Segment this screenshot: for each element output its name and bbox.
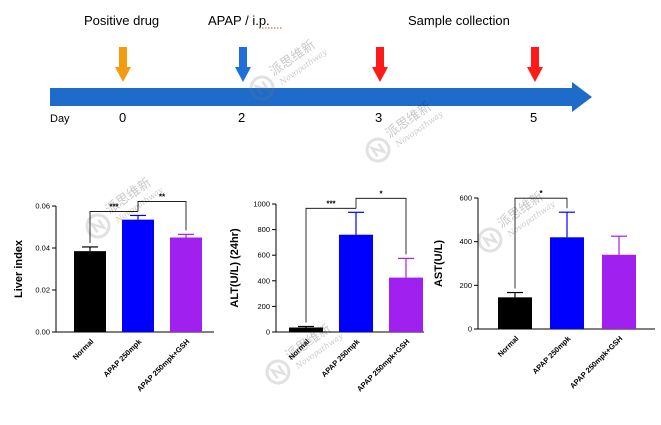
y-tick-label: 0.04: [35, 244, 50, 253]
day-tick: 3: [375, 110, 382, 125]
x-tick-label: Normal: [496, 334, 521, 359]
x-tick-label: APAP 250mpk+GSH: [355, 337, 411, 393]
significance-label: ***: [109, 202, 119, 211]
y-tick-label: 0.06: [35, 202, 50, 211]
bar: [170, 237, 202, 332]
y-tick-label: 0.00: [35, 328, 50, 337]
significance-label: ***: [326, 199, 336, 208]
day-tick: 2: [238, 110, 245, 125]
x-tick-label: APAP 250mpk: [102, 336, 144, 378]
watermark-logo-icon: [88, 218, 108, 234]
y-tick-label: 0: [468, 325, 472, 334]
significance-bracket: [305, 207, 356, 323]
bar: [339, 234, 373, 332]
y-axis-label: ALT(U/L) (24hr): [229, 228, 241, 308]
y-tick-label: 800: [257, 225, 270, 234]
label-day: Day: [50, 113, 70, 125]
watermark-logo-icon: [265, 359, 291, 385]
bar: [602, 254, 636, 329]
y-tick-label: 200: [459, 281, 472, 290]
bar: [389, 277, 423, 332]
watermark-logo-icon: [365, 137, 391, 163]
y-tick-label: 600: [459, 194, 472, 203]
y-axis-label: Liver index: [13, 239, 25, 298]
significance-bracket: [89, 211, 138, 243]
y-tick-label: 0: [266, 328, 270, 337]
y-tick-label: 400: [257, 276, 270, 285]
day-tick: 5: [530, 110, 537, 125]
chart-ast: 0 200 400 600 AST(U/L) Normal APAP 250mpkAPAP …: [433, 189, 655, 390]
significance-label: *: [539, 189, 543, 198]
label-positive-drug: Positive drug: [84, 13, 159, 28]
bar: [289, 327, 323, 332]
y-tick-label: 400: [459, 237, 472, 246]
watermark-logo-icon: [249, 75, 275, 101]
significance-label: *: [379, 189, 383, 198]
timeline-arrow: [50, 82, 592, 112]
watermark-logo-icon: [85, 213, 111, 239]
x-tick-label: Normal: [71, 337, 96, 362]
timeline: Positive drug APAP / i.p. Sample collect…: [50, 13, 592, 125]
day-tick: 0: [119, 110, 126, 125]
bar: [550, 237, 584, 329]
significance-bracket: [137, 201, 187, 231]
down-arrow-icon: [115, 47, 131, 82]
down-arrow-icon: [235, 47, 251, 82]
y-tick-label: 600: [257, 251, 270, 260]
watermark-logo-icon: [268, 364, 288, 380]
watermark-logo-icon: [252, 80, 272, 96]
significance-bracket: [514, 197, 568, 289]
watermark-logo-icon: [480, 232, 500, 248]
down-arrow-icon: [372, 47, 388, 82]
x-tick-label: APAP 250mpk: [531, 333, 573, 375]
bar: [122, 219, 154, 332]
down-arrow-icon: [527, 47, 543, 82]
y-tick-label: 200: [257, 302, 270, 311]
label-apap: APAP / i.p.: [208, 13, 270, 28]
x-tick-label: APAP 250mpk+GSH: [135, 337, 191, 393]
timeline-markers: [115, 47, 543, 82]
y-tick-label: 1000: [253, 200, 270, 209]
y-tick-label: 0.02: [35, 286, 50, 295]
watermark-logo-icon: [477, 227, 503, 253]
x-tick-label: APAP 250mpk+GSH: [568, 334, 624, 390]
watermark-logo-icon: [368, 142, 388, 158]
watermark-layer: 派思维新Novopathway派思维新Novopathway派思维新Novopa…: [85, 37, 557, 385]
significance-label: **: [159, 192, 166, 201]
bar: [498, 297, 532, 329]
label-sample-collection: Sample collection: [408, 13, 510, 28]
significance-bracket: [355, 197, 407, 255]
y-axis-label: AST(U/L): [433, 240, 445, 287]
bar: [74, 251, 106, 332]
